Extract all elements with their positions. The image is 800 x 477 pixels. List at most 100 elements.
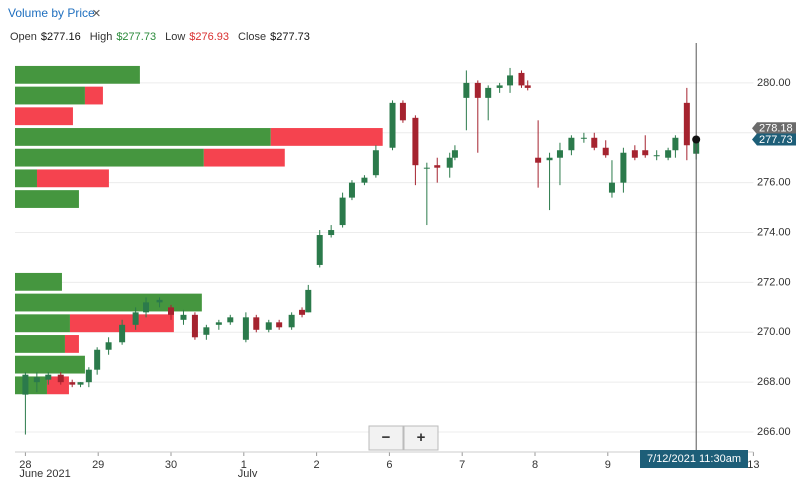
zoom-button-label[interactable]: + bbox=[417, 429, 426, 446]
x-tick-label: 8 bbox=[532, 459, 538, 471]
candle-body bbox=[180, 314, 187, 320]
volume-buy-bar bbox=[15, 314, 70, 333]
candle-body bbox=[105, 342, 112, 350]
candle-body bbox=[546, 157, 553, 161]
ohlc-row: Open $277.16 High $277.73 Low $276.93 Close $27… bbox=[10, 31, 310, 43]
candle-body bbox=[653, 155, 660, 157]
candle-body bbox=[265, 322, 272, 330]
x-tick-label: 6 bbox=[386, 459, 392, 471]
candle-body bbox=[242, 317, 249, 340]
candle-body bbox=[77, 382, 84, 385]
candle-body bbox=[168, 307, 174, 315]
ohlc-value: $277.16 bbox=[41, 31, 81, 43]
candle-body bbox=[535, 157, 542, 163]
candle-body bbox=[507, 75, 514, 86]
price-tag bbox=[752, 122, 796, 135]
candle-body bbox=[446, 157, 453, 168]
price-tag-label: 277.73 bbox=[759, 134, 793, 146]
volume-buy-bar bbox=[15, 86, 85, 105]
x-tick-label: 28 bbox=[19, 459, 31, 471]
close-button[interactable]: × bbox=[92, 5, 101, 22]
candle-body bbox=[672, 137, 679, 151]
volume-buy-bar bbox=[15, 169, 37, 188]
x-tick-label: 30 bbox=[165, 459, 177, 471]
candle-body bbox=[631, 150, 638, 158]
x-tick-label: 2 bbox=[314, 459, 320, 471]
candle-body bbox=[591, 137, 598, 148]
ohlc-label: Close bbox=[238, 31, 266, 43]
candle-body bbox=[485, 87, 492, 98]
candle-body bbox=[328, 230, 335, 236]
x-tick-label: 1 bbox=[241, 459, 247, 471]
candle-body bbox=[215, 322, 222, 325]
y-tick-label: 266.00 bbox=[757, 426, 791, 438]
candle-body bbox=[372, 150, 379, 176]
candle-body bbox=[620, 152, 627, 183]
candle-body bbox=[642, 150, 649, 156]
candle-body bbox=[45, 374, 52, 380]
x-sublabel: July bbox=[238, 468, 258, 477]
volume-buy-bar bbox=[15, 65, 140, 84]
candle-body bbox=[203, 327, 210, 335]
candle-body bbox=[399, 102, 406, 121]
ohlc-value: $276.93 bbox=[189, 31, 229, 43]
ohlc-label: Low bbox=[165, 31, 185, 43]
volume-buy-bar bbox=[15, 335, 65, 353]
candle-body bbox=[463, 82, 470, 98]
price-tag-label: 278.18 bbox=[759, 123, 793, 135]
candle-body bbox=[299, 309, 306, 315]
candle-body bbox=[348, 182, 355, 198]
zoom-button[interactable] bbox=[368, 425, 404, 451]
candle-body bbox=[94, 349, 101, 370]
volume-buy-bar bbox=[15, 293, 202, 312]
candle-body bbox=[119, 324, 126, 343]
candle-body bbox=[608, 182, 615, 193]
candle-body bbox=[85, 369, 92, 383]
volume-buy-bar bbox=[15, 376, 47, 395]
candle-body bbox=[22, 374, 29, 395]
candle-body bbox=[496, 85, 503, 88]
candle-body bbox=[474, 82, 481, 98]
x-sublabel: June 2021 bbox=[19, 468, 70, 477]
candle-body bbox=[602, 147, 609, 156]
ohlc-label: Open bbox=[10, 31, 37, 43]
volume-buy-bar bbox=[15, 272, 62, 291]
candle-body bbox=[361, 177, 368, 183]
ohlc-label: High bbox=[90, 31, 113, 43]
candle-body bbox=[665, 150, 672, 158]
zoom-button-label[interactable]: − bbox=[382, 429, 391, 446]
ohlc-value: $277.73 bbox=[270, 31, 310, 43]
x-tick-label: 7 bbox=[459, 459, 465, 471]
ohlc-value: $277.73 bbox=[116, 31, 156, 43]
y-tick-label: 268.00 bbox=[757, 376, 791, 388]
volume-buy-bar bbox=[15, 190, 79, 208]
volume-buy-bar bbox=[15, 128, 271, 146]
zoom-button[interactable] bbox=[403, 425, 439, 451]
candle-body bbox=[580, 137, 587, 139]
candle-body bbox=[389, 102, 396, 148]
candle-body bbox=[33, 377, 40, 383]
candle-body bbox=[227, 317, 234, 323]
volume-sell-bar bbox=[270, 128, 383, 146]
candle-body bbox=[57, 374, 64, 383]
crosshair-tag bbox=[640, 450, 748, 468]
y-tick-label: 274.00 bbox=[757, 226, 791, 238]
y-tick-label: 276.00 bbox=[757, 177, 791, 189]
candle-body bbox=[143, 302, 150, 313]
candle-body bbox=[412, 117, 419, 166]
price-tag bbox=[752, 133, 796, 146]
candle-body bbox=[556, 150, 563, 158]
volume-sell-bar bbox=[36, 169, 109, 188]
candle-body bbox=[423, 167, 430, 169]
last-price-dot bbox=[692, 135, 701, 144]
candle-body bbox=[518, 72, 525, 86]
volume-sell-bar bbox=[84, 86, 103, 105]
candle-body bbox=[156, 299, 163, 303]
candle-body bbox=[524, 85, 531, 88]
candle-body bbox=[568, 137, 575, 151]
y-tick-label: 270.00 bbox=[757, 326, 791, 338]
candle-body bbox=[683, 102, 690, 146]
volume-sell-bar bbox=[15, 107, 73, 126]
candle-body bbox=[191, 314, 198, 338]
